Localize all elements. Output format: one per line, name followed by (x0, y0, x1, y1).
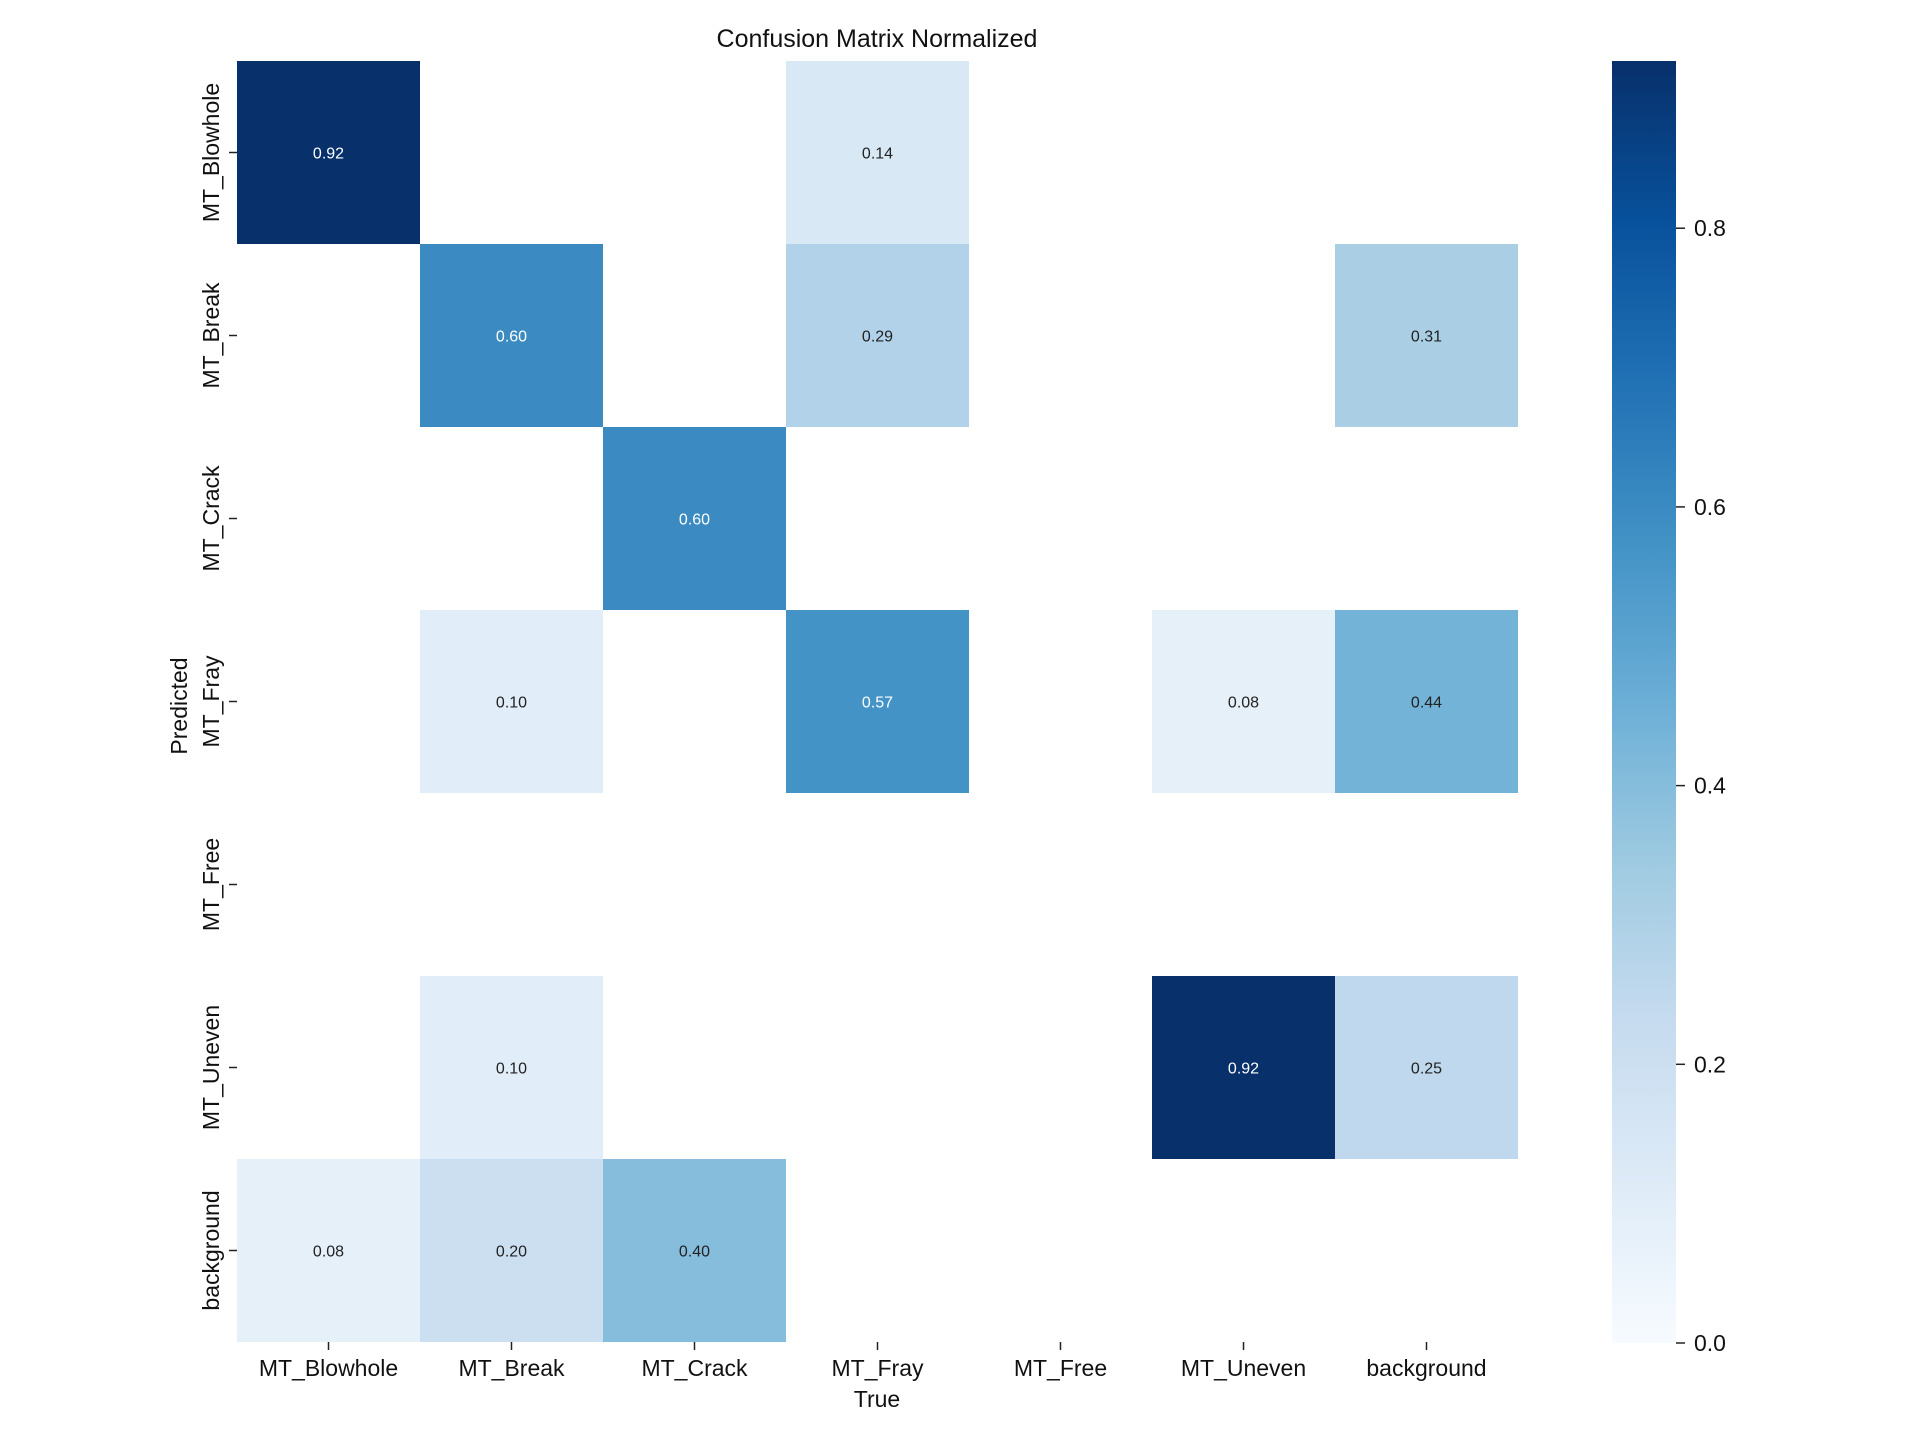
x-axis-label: True (854, 1386, 900, 1412)
x-tick-label: MT_Blowhole (259, 1355, 398, 1381)
cell-value-label: 0.92 (313, 146, 344, 163)
x-tick-label: MT_Break (458, 1355, 565, 1381)
chart-title: Confusion Matrix Normalized (717, 25, 1038, 53)
heatmap-cell (786, 61, 969, 244)
x-tick-label: MT_Uneven (1181, 1355, 1306, 1381)
heatmap-cell (1152, 610, 1335, 793)
colorbar-tick-label: 0.4 (1694, 773, 1726, 799)
y-axis-label: Predicted (166, 657, 192, 754)
x-tick-label: MT_Fray (832, 1355, 925, 1381)
y-tick-label: MT_Blowhole (198, 83, 224, 222)
heatmap-cell (237, 61, 420, 244)
heatmap-cell (1335, 244, 1518, 427)
x-axis-ticks: MT_Blowhole MT_Break MT_Crack MT_Fray MT_Fre… (259, 1342, 1487, 1381)
heatmap-cell (1335, 610, 1518, 793)
heatmap-cell (420, 610, 603, 793)
heatmap-cell (786, 610, 969, 793)
cell-value-label: 0.08 (313, 1244, 344, 1261)
cell-value-label: 0.60 (496, 329, 527, 346)
heatmap-cell-labels: 0.92 0.14 0.60 0.29 0.31 0.60 0.10 0.57 0.08 0.44… (313, 146, 1442, 1261)
heatmap-cell (420, 1159, 603, 1342)
cell-value-label: 0.08 (1228, 695, 1259, 712)
colorbar-ticks: 0.0 0.2 0.4 0.6 0.8 (1676, 215, 1726, 1356)
heatmap-cell (1152, 976, 1335, 1159)
heatmap-cell (420, 976, 603, 1159)
y-tick-label: MT_Break (198, 282, 224, 389)
colorbar (1612, 61, 1676, 1343)
cell-value-label: 0.20 (496, 1244, 527, 1261)
cell-value-label: 0.10 (496, 695, 527, 712)
x-tick-label: MT_Free (1014, 1355, 1107, 1381)
cell-value-label: 0.29 (862, 329, 893, 346)
colorbar-tick-label: 0.8 (1694, 215, 1726, 241)
heatmap-cell (603, 1159, 786, 1342)
cell-value-label: 0.25 (1411, 1061, 1442, 1078)
cell-value-label: 0.92 (1228, 1061, 1259, 1078)
heatmap-cell (420, 244, 603, 427)
heatmap-cell (603, 427, 786, 610)
cell-value-label: 0.60 (679, 512, 710, 529)
cell-value-label: 0.14 (862, 146, 893, 163)
x-tick-label: MT_Crack (641, 1355, 748, 1381)
y-axis-ticks: MT_Blowhole MT_Break MT_Crack MT_Fray MT_Fre… (198, 83, 237, 1311)
cell-value-label: 0.10 (496, 1061, 527, 1078)
y-tick-label: MT_Free (198, 838, 224, 931)
cell-value-label: 0.57 (862, 695, 893, 712)
x-tick-label: background (1366, 1355, 1486, 1381)
y-tick-label: MT_Uneven (198, 1005, 224, 1130)
heatmap-cells (237, 61, 1518, 1342)
colorbar-tick-label: 0.6 (1694, 494, 1726, 520)
cell-value-label: 0.44 (1411, 695, 1442, 712)
cell-value-label: 0.40 (679, 1244, 710, 1261)
y-tick-label: background (198, 1190, 224, 1310)
heatmap-cell (786, 244, 969, 427)
y-tick-label: MT_Crack (198, 465, 224, 572)
heatmap-cell (237, 1159, 420, 1342)
colorbar-tick-label: 0.0 (1694, 1330, 1726, 1356)
heatmap-cell (1335, 976, 1518, 1159)
y-tick-label: MT_Fray (198, 655, 224, 748)
cell-value-label: 0.31 (1411, 329, 1442, 346)
colorbar-tick-label: 0.2 (1694, 1051, 1726, 1077)
